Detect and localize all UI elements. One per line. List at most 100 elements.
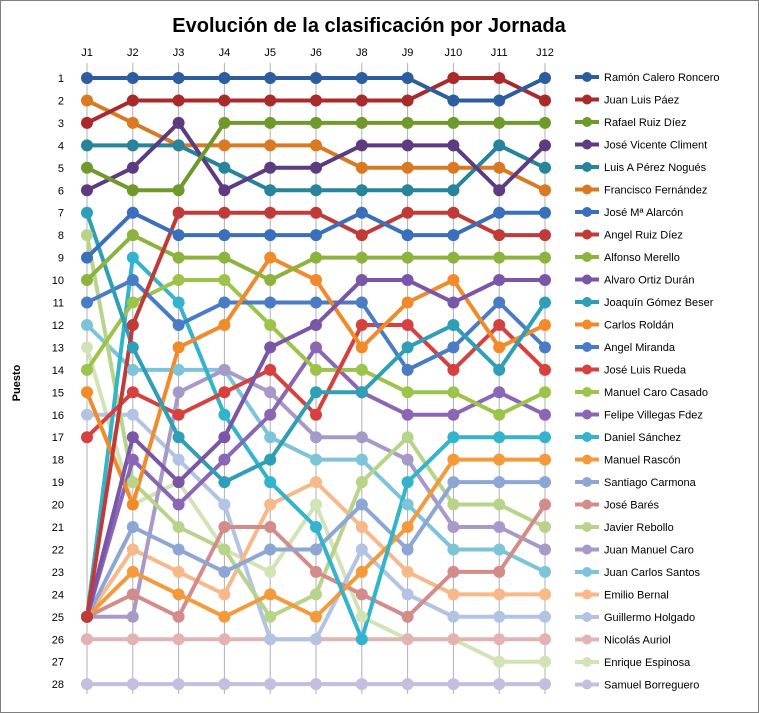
data-point-s24-j11 [493, 588, 506, 601]
data-point-s27-j11 [493, 655, 506, 668]
data-point-s23-j5 [264, 431, 277, 444]
data-point-s5-j11 [493, 139, 506, 152]
x-tick-label-j11: J11 [491, 47, 508, 59]
legend-label: Daniel Sánchez [604, 432, 681, 444]
data-point-s2-j2 [126, 94, 139, 107]
data-point-s23-j10 [447, 543, 460, 556]
data-point-s25-j6 [310, 633, 322, 646]
data-point-s28-j3 [172, 678, 185, 691]
data-point-s14-j11 [493, 318, 506, 331]
data-point-s27-j12 [539, 655, 551, 668]
data-point-s18-j8 [355, 565, 368, 578]
data-point-s24-j6 [310, 476, 322, 489]
data-point-s2-j11 [493, 72, 506, 84]
y-axis-title: Puesto [11, 364, 23, 401]
data-point-s26-j1 [81, 633, 93, 646]
data-point-s2-j3 [172, 94, 185, 107]
y-tick-label-7: 7 [58, 208, 64, 220]
data-point-s9-j3 [172, 251, 185, 264]
data-point-s23-j8 [355, 453, 368, 466]
legend-label: Juan Luis Páez [604, 95, 679, 107]
data-point-s26-j11 [493, 633, 506, 646]
y-tick-label-23: 23 [52, 567, 64, 579]
data-point-s19-j10 [447, 476, 460, 489]
data-point-s2-j5 [264, 94, 277, 107]
data-point-s25-j8 [355, 543, 368, 556]
data-point-s12-j12 [539, 318, 551, 331]
data-point-s11-j11 [493, 363, 506, 376]
data-point-s6-j11 [493, 161, 506, 174]
legend-item-15: Manuel Caro Casado [575, 387, 708, 399]
data-point-s12-j5 [264, 251, 277, 264]
data-point-s2-j12 [539, 94, 551, 107]
legend-item-16: Felipe Villegas Fdez [575, 409, 703, 422]
data-point-s4-j9 [401, 139, 414, 152]
data-point-s23-j1 [81, 318, 93, 331]
y-tick-label-5: 5 [58, 163, 64, 175]
data-point-s6-j4 [218, 139, 231, 152]
legend-label: Alfonso Merello [604, 252, 680, 264]
data-point-s27-j6 [310, 498, 322, 511]
legend-swatch-marker [582, 162, 592, 172]
data-point-s20-j5 [264, 521, 277, 533]
data-point-s19-j4 [218, 565, 231, 578]
x-tick-label-j12: J12 [536, 47, 554, 59]
data-point-s10-j2 [126, 431, 139, 444]
y-tick-label-6: 6 [58, 185, 64, 197]
legend-item-25: Guillermo Holgado [575, 612, 695, 624]
data-point-s4-j2 [126, 161, 139, 174]
legend-swatch-marker [582, 454, 592, 465]
data-point-s9-j12 [539, 251, 551, 264]
data-point-s1-j4 [218, 72, 231, 84]
data-point-s7-j2 [126, 206, 139, 219]
x-tick-label-j1: J1 [81, 47, 93, 59]
data-point-s23-j2 [126, 363, 139, 376]
data-point-s5-j3 [172, 139, 185, 152]
legend-item-12: Carlos Roldán [575, 319, 674, 332]
y-tick-label-19: 19 [52, 477, 64, 489]
data-point-s19-j11 [493, 476, 506, 489]
data-point-s13-j6 [310, 296, 322, 309]
data-point-s6-j8 [355, 161, 368, 174]
data-point-s18-j12 [539, 453, 551, 466]
data-point-s15-j6 [310, 363, 322, 376]
data-point-s2-j4 [218, 94, 231, 107]
legend-item-24: Emilio Bernal [575, 589, 669, 602]
data-point-s12-j8 [355, 341, 368, 354]
data-point-s21-j2 [126, 476, 139, 489]
legend-label: José Vicente Climent [604, 140, 707, 152]
data-point-s14-j8 [355, 318, 368, 331]
data-point-s13-j5 [264, 296, 277, 309]
data-point-s27-j8 [355, 610, 368, 623]
legend-swatch-marker [582, 544, 592, 555]
data-point-s25-j11 [493, 610, 506, 623]
data-point-s16-j12 [539, 408, 551, 421]
data-point-s28-j10 [447, 678, 460, 691]
legend-label: Francisco Fernández [604, 185, 707, 197]
y-tick-label-3: 3 [58, 118, 64, 130]
legend-label: José Barés [604, 500, 660, 512]
data-point-s21-j6 [310, 588, 322, 601]
data-point-s21-j4 [218, 543, 231, 556]
data-point-s18-j10 [447, 453, 460, 466]
data-point-s5-j5 [264, 184, 277, 197]
data-point-s4-j11 [493, 184, 506, 197]
y-tick-label-16: 16 [52, 410, 64, 422]
data-point-s24-j4 [218, 588, 231, 601]
data-point-s18-j6 [310, 610, 322, 623]
legend-swatch-marker [582, 567, 592, 577]
data-point-s8-j10 [447, 206, 460, 219]
data-point-s5-j8 [355, 184, 368, 197]
plot-area: J1 J2 J3 J4 J5 J6 J8 J9 J10 J11 J12123456789101112… [52, 47, 554, 694]
data-point-s28-j11 [493, 678, 506, 691]
data-point-s7-j6 [310, 229, 322, 242]
data-point-s8-j5 [264, 206, 277, 219]
data-point-s7-j9 [401, 229, 414, 242]
data-point-s2-j10 [447, 72, 460, 84]
legend-swatch-marker [582, 522, 592, 532]
chart-title: Evolución de la clasificación por Jornad… [172, 15, 566, 37]
y-tick-label-27: 27 [52, 657, 64, 669]
data-point-s10-j9 [401, 274, 414, 287]
legend-swatch-marker [582, 274, 592, 285]
data-point-s27-j5 [264, 565, 277, 578]
